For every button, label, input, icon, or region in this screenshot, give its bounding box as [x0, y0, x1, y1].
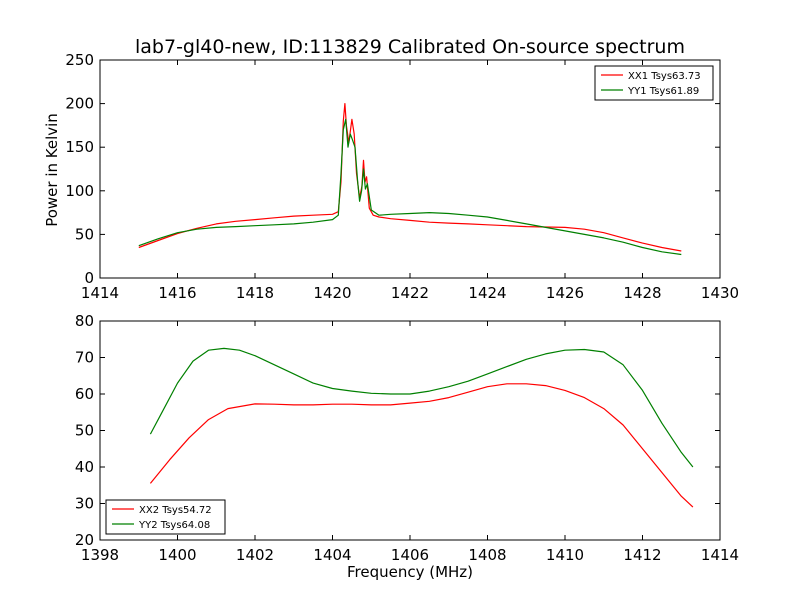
bottom-x-tick-label: 1398 — [81, 546, 119, 564]
top-y-tick-label: 200 — [65, 95, 94, 113]
top-x-tick-label: 1430 — [701, 284, 739, 302]
top-series-line-2 — [138, 118, 682, 256]
chart-title: lab7-gl40-new, ID:113829 Calibrated On-s… — [135, 36, 685, 58]
top-x-tick-label: 1424 — [468, 284, 506, 302]
bottom-legend-label-1: XX2 Tsys54.72 — [139, 505, 212, 516]
y-axis-label: Power in Kelvin — [43, 113, 61, 227]
top-legend: XX1 Tsys63.73 YY1 Tsys61.89 — [594, 65, 714, 101]
bottom-x-tick-label: 1404 — [313, 546, 351, 564]
bottom-legend-box — [105, 499, 226, 535]
bottom-x-tick-label: 1408 — [468, 546, 506, 564]
top-y-tick-label: 100 — [65, 182, 94, 200]
bottom-legend-label-2: YY2 Tsys64.08 — [138, 520, 210, 531]
bottom-y-tick-label: 80 — [75, 312, 94, 330]
top-legend-box — [594, 65, 714, 101]
top-x-tick-label: 1418 — [236, 284, 274, 302]
bottom-x-tick-label: 1412 — [623, 546, 661, 564]
bottom-y-tick-label: 50 — [75, 422, 94, 440]
bottom-x-tick-label: 1402 — [236, 546, 274, 564]
top-series-line-1 — [138, 102, 682, 252]
bottom-x-tick-label: 1400 — [158, 546, 196, 564]
bottom-series-line-1 — [149, 383, 694, 508]
top-x-tick-label: 1416 — [158, 284, 196, 302]
top-x-tick-label: 1414 — [81, 284, 119, 302]
bottom-plot: 1398 1400 1402 1404 1406 1408 1410 1412 1414 20 30… — [75, 312, 739, 564]
bottom-y-tick-label: 60 — [75, 385, 94, 403]
bottom-legend: XX2 Tsys54.72 YY2 Tsys64.08 — [105, 499, 226, 535]
bottom-y-tick-label: 20 — [75, 531, 94, 549]
top-legend-label-2: YY1 Tsys61.89 — [627, 86, 699, 97]
bottom-x-tick-label: 1414 — [701, 546, 739, 564]
bottom-y-tick-label: 70 — [75, 349, 94, 367]
bottom-y-tick-label: 40 — [75, 458, 94, 476]
bottom-x-tick-label: 1406 — [391, 546, 429, 564]
top-y-tick-label: 0 — [84, 269, 94, 287]
top-x-tick-label: 1422 — [391, 284, 429, 302]
bottom-series-line-2 — [149, 347, 694, 468]
x-axis-label: Frequency (MHz) — [347, 563, 473, 581]
top-x-tick-label: 1428 — [623, 284, 661, 302]
bottom-x-tick-label: 1410 — [546, 546, 584, 564]
top-plot: 1414 1416 1418 1420 1422 1424 1426 1428 1430 0 50 1… — [65, 51, 739, 302]
top-y-tick-label: 150 — [65, 138, 94, 156]
top-y-tick-label: 50 — [75, 225, 94, 243]
top-x-tick-label: 1420 — [313, 284, 351, 302]
top-x-tick-label: 1426 — [546, 284, 584, 302]
top-legend-label-1: XX1 Tsys63.73 — [628, 71, 701, 82]
top-y-tick-label: 250 — [65, 51, 94, 69]
bottom-y-tick-label: 30 — [75, 495, 94, 513]
